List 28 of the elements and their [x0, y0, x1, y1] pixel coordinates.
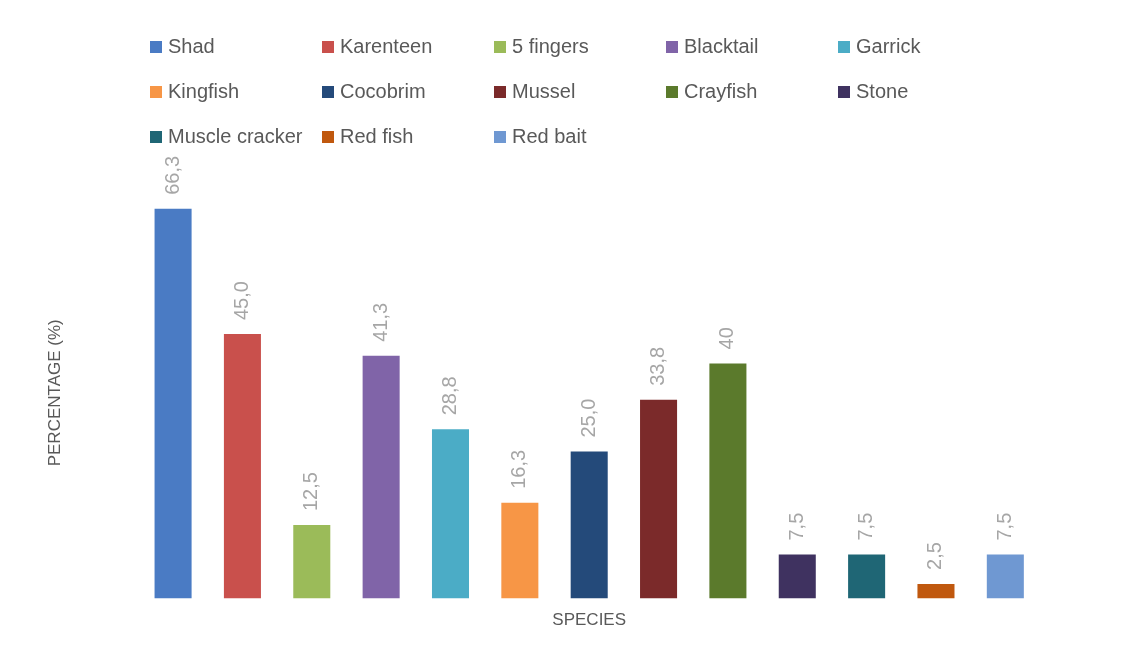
data-label: 41,3 — [368, 302, 391, 342]
legend-label: Mussel — [512, 79, 576, 102]
y-axis-title: PERCENTAGE (%) — [44, 319, 64, 467]
data-label: 2,5 — [923, 542, 946, 570]
legend-label: Red fish — [340, 124, 414, 147]
legend-label: Garrick — [856, 34, 922, 57]
legend-label: Cocobrim — [340, 79, 426, 102]
data-label: 7,5 — [992, 512, 1015, 541]
data-label: 7,5 — [854, 512, 877, 541]
data-label: 40 — [715, 327, 738, 350]
legend-label: Red bait — [512, 124, 587, 147]
legend-label: Crayfish — [684, 79, 758, 102]
legend-label: 5 fingers — [512, 34, 589, 57]
legend-label: Kingfish — [168, 79, 240, 102]
legend-label: Blacktail — [684, 34, 759, 57]
legend-label: Karenteen — [340, 34, 433, 57]
data-label: 16,3 — [507, 449, 530, 489]
legend-label: Stone — [856, 79, 909, 102]
data-label: 28,8 — [438, 376, 461, 416]
legend-label: Shad — [168, 34, 215, 57]
data-label: 25,0 — [576, 398, 599, 438]
data-label: 45,0 — [229, 281, 252, 320]
data-label: 12,5 — [299, 472, 322, 512]
data-label: 66,3 — [160, 155, 183, 195]
data-label: 33,8 — [646, 346, 669, 386]
data-label: 7,5 — [784, 512, 807, 541]
legend-label: Muscle cracker — [168, 124, 303, 147]
x-axis-title: SPECIES — [552, 610, 627, 630]
